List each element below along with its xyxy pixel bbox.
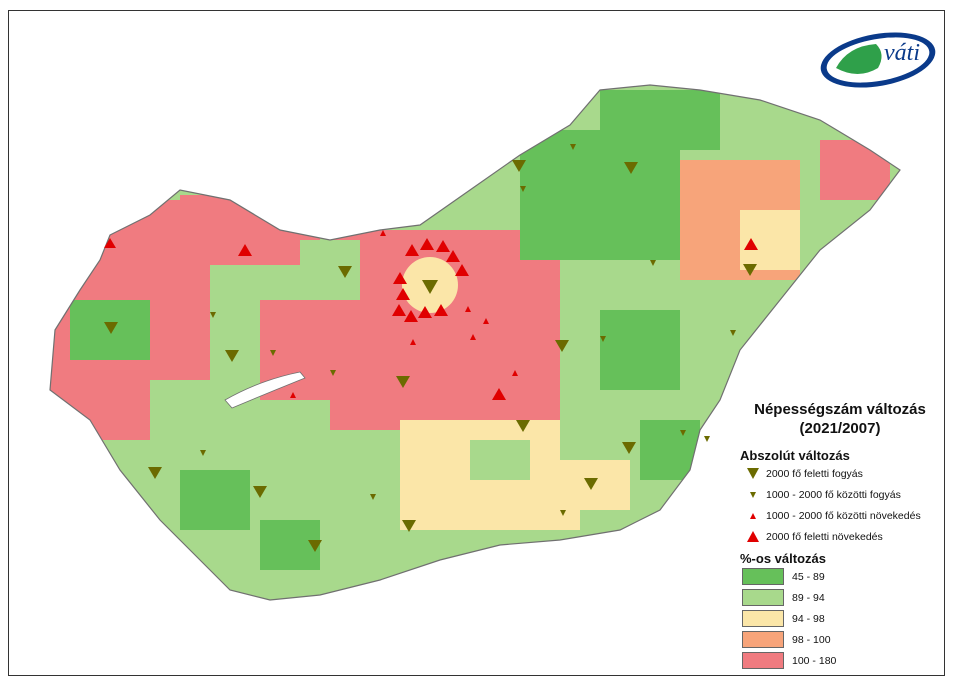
growth-symbols-small [290, 230, 518, 398]
growth-symbols-large [104, 238, 758, 400]
legend-class-row: 45 - 89 [740, 566, 940, 587]
legend-subtitle: (2021/2007) [799, 420, 881, 437]
legend-swatch [742, 589, 784, 606]
svg-text:váti: váti [884, 40, 920, 66]
legend-item: 1000 - 2000 fő közötti fogyás [740, 484, 940, 505]
decline-symbols-large [104, 160, 757, 552]
percent-change-heading: %-os változás [740, 551, 826, 566]
legend-item: 1000 - 2000 fő közötti növekedés [740, 505, 940, 526]
legend-item: 2000 fő feletti növekedés [740, 526, 940, 547]
legend-swatch [742, 631, 784, 648]
large-growth-icon [747, 531, 759, 542]
legend-item: 2000 fő feletti fogyás [740, 463, 940, 484]
legend-class-row: 94 - 98 [740, 608, 940, 629]
legend-class-row: 100 - 180 [740, 650, 940, 671]
small-growth-icon [750, 512, 756, 519]
absolute-change-heading: Abszolút változás [740, 448, 850, 463]
map-legend: Népességszám változás (2021/2007) Abszol… [740, 400, 940, 671]
legend-swatch [742, 652, 784, 669]
legend-swatch [742, 610, 784, 627]
small-decline-icon [750, 491, 756, 498]
lake-balaton [224, 371, 306, 409]
legend-class-label: 98 - 100 [792, 633, 831, 646]
large-decline-icon [747, 468, 759, 479]
vati-logo: váti [820, 32, 936, 88]
legend-class-label: 89 - 94 [792, 591, 825, 604]
legend-class-row: 98 - 100 [740, 629, 940, 650]
legend-class-label: 45 - 89 [792, 570, 825, 583]
legend-class-label: 94 - 98 [792, 612, 825, 625]
legend-title: Népességszám változás [754, 401, 926, 418]
legend-class-label: 100 - 180 [792, 654, 837, 667]
decline-symbols-small [200, 144, 736, 516]
legend-swatch [742, 568, 784, 585]
legend-class-row: 89 - 94 [740, 587, 940, 608]
